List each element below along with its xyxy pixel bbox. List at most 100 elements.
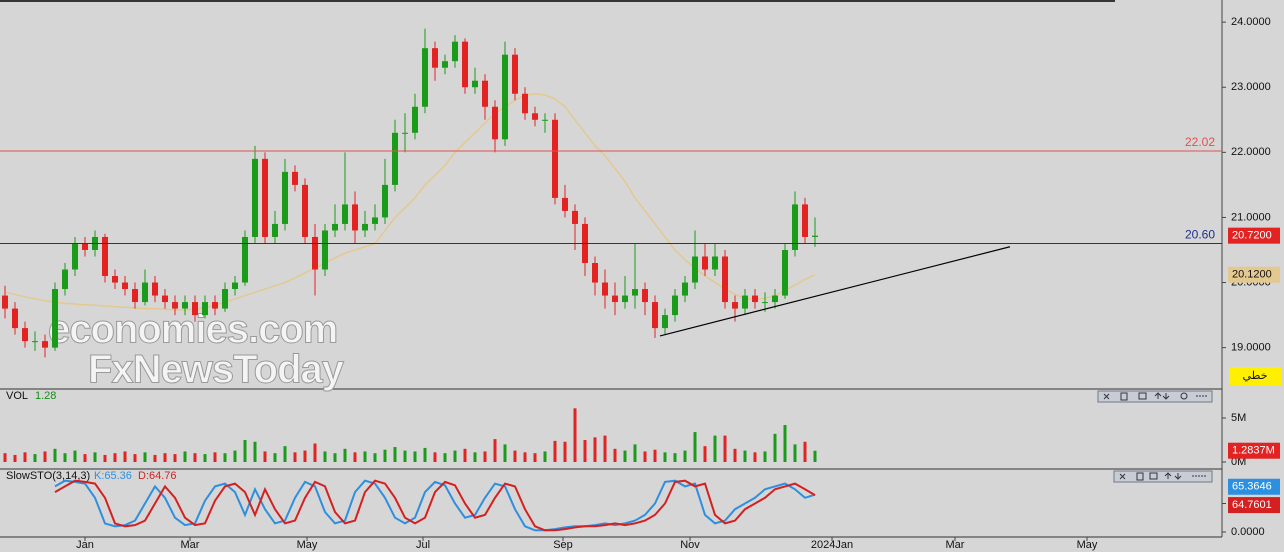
last-volume-label: 1.2837M — [1232, 445, 1275, 457]
config-button[interactable] — [1180, 392, 1188, 400]
volume-bar — [123, 451, 127, 463]
value-label-box — [1228, 478, 1280, 495]
candle-body — [782, 249, 788, 296]
volume-bar — [773, 433, 777, 463]
candle-body — [332, 223, 338, 231]
settings-button[interactable] — [1120, 392, 1128, 401]
candle-body — [732, 302, 738, 309]
candle-body — [432, 48, 438, 68]
candle-body — [672, 295, 678, 316]
volume-bar — [743, 450, 747, 463]
oscillator-line — [54, 479, 816, 532]
candle-body — [712, 256, 718, 270]
volume-bar — [493, 439, 497, 463]
toolbar — [1097, 390, 1213, 403]
value-label: 65.3646 — [1232, 481, 1272, 493]
watermark: economies.com — [48, 308, 337, 352]
move-up-button[interactable] — [1154, 392, 1162, 399]
candle-body — [62, 269, 68, 290]
volume-bar — [413, 451, 417, 463]
watermark: FxNewsToday — [88, 348, 345, 392]
candle-body — [652, 302, 658, 329]
volume-bar — [433, 452, 437, 463]
volume-bar — [563, 441, 567, 463]
volume-bar — [683, 450, 687, 463]
candle-body — [152, 282, 158, 296]
candle-body — [572, 210, 578, 224]
volume-bar — [703, 446, 707, 463]
candle-body — [192, 302, 198, 316]
maximize-button[interactable] — [1149, 472, 1158, 480]
volume-bar — [323, 451, 327, 463]
close-button[interactable] — [1119, 473, 1126, 480]
candle-body — [542, 119, 548, 121]
pane-title: VOL — [6, 390, 28, 402]
move-down-button[interactable] — [1174, 473, 1182, 480]
maximize-button[interactable] — [1138, 392, 1147, 400]
candle-body — [272, 223, 278, 237]
last-volume-label-box — [1228, 442, 1280, 459]
candle-body — [22, 328, 28, 342]
move-down-button[interactable] — [1162, 393, 1170, 400]
mode-label[interactable]: خطي — [1243, 370, 1268, 382]
candle-body — [242, 236, 248, 283]
volume-bar — [43, 451, 47, 463]
volume-bar — [303, 450, 307, 463]
volume-bar — [473, 452, 477, 463]
candle-body — [292, 171, 298, 185]
close-button[interactable] — [1103, 393, 1110, 400]
candle-body — [182, 302, 188, 309]
candle-body — [442, 61, 448, 68]
candle-body — [72, 243, 78, 270]
volume-bar — [293, 452, 297, 463]
volume-bar — [573, 408, 577, 463]
volume-bar — [713, 435, 717, 463]
candle-body — [142, 282, 148, 303]
candle-body — [562, 197, 568, 211]
candle-body — [112, 276, 118, 283]
candle-body — [412, 106, 418, 133]
y-tick-label: 19.0000 — [1231, 342, 1271, 354]
candle-body — [82, 243, 88, 250]
x-tick-label: Sep — [553, 539, 573, 551]
volume-bar — [233, 450, 237, 463]
candle-body — [722, 256, 728, 303]
volume-bar — [3, 453, 7, 463]
candle-body — [132, 289, 138, 303]
candle-body — [492, 106, 498, 140]
candle-body — [312, 236, 318, 270]
volume-bar — [373, 453, 377, 463]
pane-value: 1.28 — [35, 390, 56, 402]
pane-toolbar — [1113, 470, 1213, 483]
candle-body — [172, 302, 178, 309]
candle-body — [382, 184, 388, 218]
volume-bar — [763, 451, 767, 463]
line-label: 22.02 — [1185, 135, 1215, 149]
candle-body — [692, 256, 698, 283]
volume-bar — [583, 440, 587, 463]
volume-bar — [133, 454, 137, 463]
volume-bar — [453, 450, 457, 463]
volume-bar — [593, 437, 597, 463]
candle-body — [482, 80, 488, 107]
volume-bar — [513, 450, 517, 463]
volume-bar — [243, 440, 247, 463]
x-tick-label: Nov — [680, 539, 700, 551]
settings-button[interactable] — [1136, 472, 1144, 481]
move-up-button[interactable] — [1164, 472, 1172, 479]
candle-body — [662, 315, 668, 329]
x-tick-label: 2024Jan — [811, 539, 853, 551]
volume-bar — [363, 451, 367, 463]
mode-button[interactable] — [1229, 367, 1281, 385]
candle-body — [212, 302, 218, 309]
candle-body — [802, 204, 808, 237]
candle-body — [232, 282, 238, 290]
volume-bar — [393, 447, 397, 463]
volume-bar — [263, 451, 267, 463]
volume-bar — [83, 454, 87, 463]
last-price-label: 20.7200 — [1232, 230, 1272, 242]
x-tick-label: Jul — [416, 539, 430, 551]
candle-body — [502, 54, 508, 140]
candle-body — [632, 289, 638, 296]
volume-bar — [603, 435, 607, 463]
